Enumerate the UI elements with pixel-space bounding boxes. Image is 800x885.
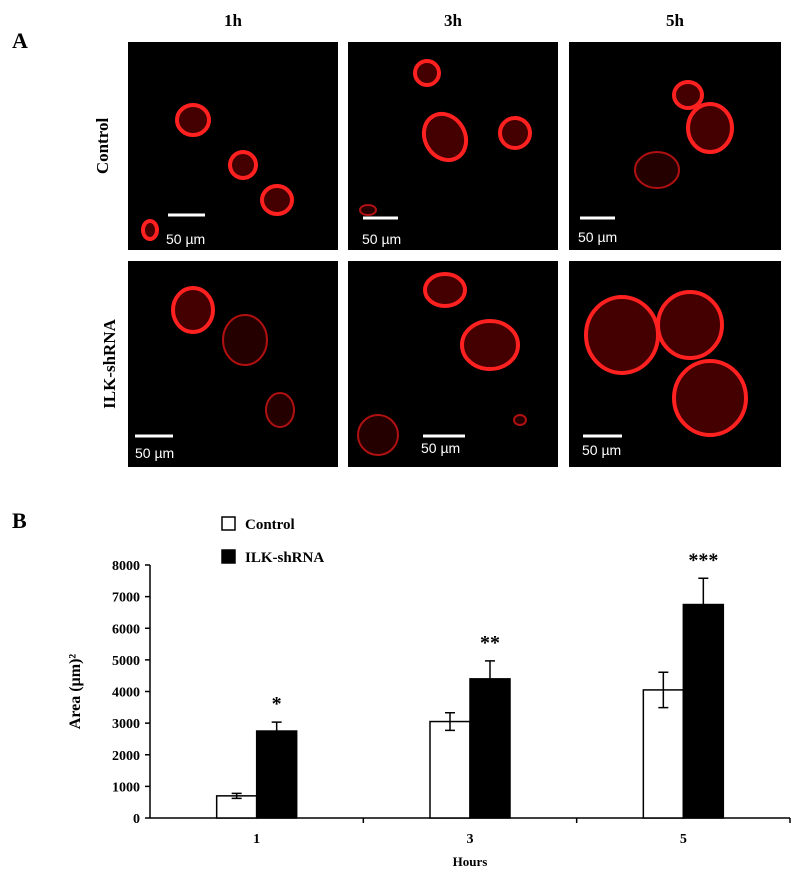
column-label: 1h: [224, 11, 243, 30]
bar: [255, 730, 298, 819]
micrograph: 50 µm: [348, 261, 558, 467]
scale-label: 50 µm: [135, 445, 174, 461]
bar: [429, 720, 471, 819]
x-axis-label: Hours: [453, 854, 488, 869]
y-tick-label: 8000: [112, 559, 140, 574]
x-tick-label: 3: [467, 832, 474, 847]
y-tick-label: 5000: [112, 654, 140, 669]
legend-swatch: [221, 516, 236, 531]
row-label: ILK-shRNA: [100, 318, 119, 408]
bar: [215, 795, 258, 819]
x-tick-label: 5: [680, 832, 687, 847]
y-axis-label: Area (µm)²: [67, 654, 84, 730]
significance-label: *: [272, 693, 282, 715]
scale-label: 50 µm: [362, 231, 401, 247]
error-bar: [231, 792, 242, 800]
column-label: 5h: [666, 11, 685, 30]
legend-swatch: [221, 549, 236, 564]
micrograph: 50 µm: [348, 42, 558, 250]
panel-label: B: [12, 508, 27, 533]
micrograph: 50 µm: [569, 261, 781, 467]
scale-label: 50 µm: [578, 229, 617, 245]
error-bar: [658, 671, 669, 709]
scale-label: 50 µm: [421, 440, 460, 456]
x-tick-label: 1: [253, 832, 260, 847]
micrograph: 50 µm: [128, 261, 338, 467]
scale-label: 50 µm: [582, 442, 621, 458]
y-tick-label: 6000: [112, 622, 140, 637]
panel-label: A: [12, 28, 28, 53]
bar: [469, 678, 511, 819]
error-bar: [485, 660, 495, 698]
significance-label: ***: [688, 549, 718, 571]
scale-label: 50 µm: [166, 231, 205, 247]
y-tick-label: 0: [133, 812, 140, 827]
legend-label: Control: [245, 517, 295, 533]
y-tick-label: 7000: [112, 591, 140, 606]
column-label: 3h: [444, 11, 463, 30]
y-tick-label: 2000: [112, 749, 140, 764]
error-bar: [271, 721, 282, 741]
micrograph: 50 µm: [569, 42, 781, 250]
y-tick-label: 4000: [112, 686, 140, 701]
y-tick-label: 1000: [112, 780, 140, 795]
micrograph: 50 µm: [128, 42, 338, 250]
significance-label: **: [480, 632, 500, 654]
bar: [642, 689, 685, 819]
y-tick-label: 3000: [112, 717, 140, 732]
error-bar: [445, 711, 455, 732]
legend-label: ILK-shRNA: [245, 550, 324, 566]
row-label: Control: [93, 118, 112, 175]
bar: [682, 603, 725, 819]
error-bar: [698, 577, 709, 632]
